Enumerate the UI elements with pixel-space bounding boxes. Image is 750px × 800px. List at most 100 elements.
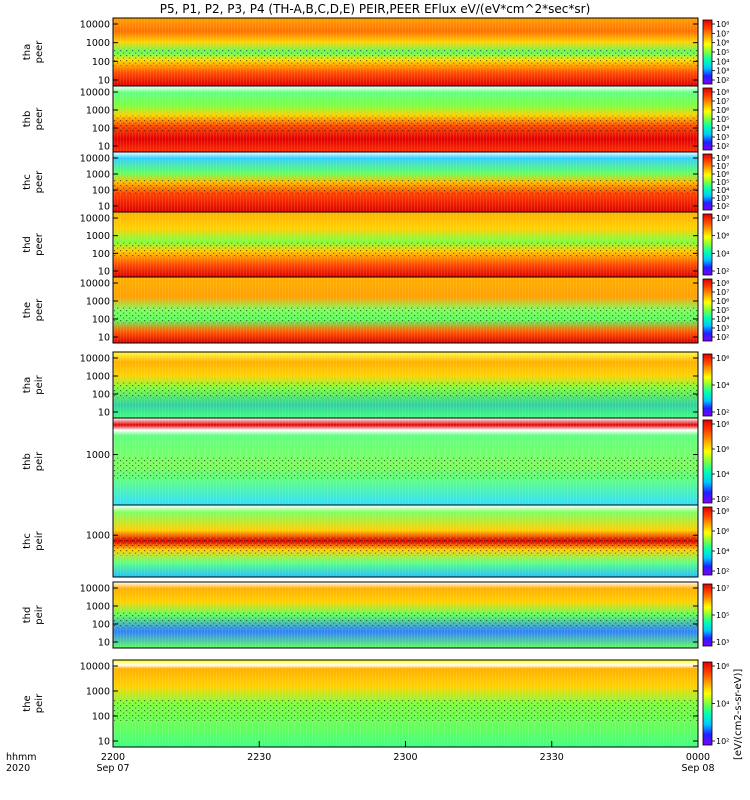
panel-probe-label: thb: [22, 453, 33, 470]
y-tick-label: 10000: [80, 154, 110, 165]
colorbar-tick-label: 10⁴: [716, 186, 729, 195]
panel-probe-label: thd: [22, 607, 33, 624]
x-axis-row-label: hhmm: [6, 752, 37, 763]
colorbar-tick-label: 10⁴: [716, 124, 729, 133]
colorbar-tick-label: 10²: [716, 333, 729, 342]
y-tick-label: 1000: [86, 450, 110, 461]
panel-probe-label: tha: [22, 377, 33, 393]
y-tick-label: 10000: [80, 214, 110, 225]
panel-frame: [112, 581, 699, 649]
colorbar-tick-label: 10⁶: [716, 170, 729, 179]
colorbar-tick-label: 10²: [716, 737, 729, 746]
panel-the-peir: 10000 1000 100 10 the peir 10⁶ 10⁴ 10²: [22, 659, 729, 748]
colorbar-tick-label: 10⁵: [716, 306, 729, 315]
y-tick-label: 10000: [80, 354, 110, 365]
y-tick-label: 1000: [86, 531, 110, 542]
panel-thd-peir: 10000 1000 100 10 thd peir 10⁷ 10⁵ 10³: [22, 581, 729, 649]
y-tick-label: 10: [98, 638, 110, 649]
speckle-band: [113, 48, 698, 66]
y-tick-label: 100: [92, 620, 110, 631]
panel-tha-peer: 10000 1000 100 10 tha peer 10⁸10⁷10⁶10⁵10⁴10³1…: [22, 17, 729, 87]
colorbar-tick-label: 10⁷: [716, 584, 729, 593]
y-tick-label: 100: [92, 315, 110, 326]
panel-tha-peir: 10000 1000 100 10 tha peir 10⁶ 10⁴ 10²: [22, 351, 729, 419]
colorbar-tick-label: 10³: [716, 638, 729, 647]
panel-kind-label: peer: [34, 170, 45, 194]
x-tick-label: 2200: [101, 752, 125, 763]
y-tick-label: 1000: [86, 602, 110, 613]
colorbar: [702, 583, 713, 647]
colorbar-tick-label: 10⁶: [716, 106, 729, 115]
colorbar-tick-label: 10³: [716, 324, 729, 333]
colorbar-tick-label: 10²: [716, 408, 729, 417]
y-tick-label: 10: [98, 202, 110, 213]
colorbar-tick-label: 10⁶: [716, 354, 729, 363]
colorbar-tick-label: 10³: [716, 67, 729, 76]
colorbar-tick-label: 10⁵: [716, 115, 729, 124]
y-tick-label: 10: [98, 737, 110, 748]
colorbar-tick-label: 10⁷: [716, 162, 729, 171]
panel-frame: [112, 504, 699, 578]
panel-kind-label: peer: [34, 40, 45, 64]
colorbar: [702, 419, 713, 504]
y-tick-label: 10: [98, 76, 110, 87]
colorbar-tick-label: 10³: [716, 194, 729, 203]
colorbar-tick-label: 10⁸: [716, 214, 729, 223]
colorbar-tick-label: 10⁷: [716, 97, 729, 106]
panel-kind-label: peir: [34, 451, 45, 471]
y-tick-label: 10: [98, 267, 110, 278]
colorbar-tick-label: 10⁴: [716, 470, 729, 479]
colorbar-tick-label: 10⁶: [716, 527, 729, 536]
y-tick-label: 10000: [80, 584, 110, 595]
panel-kind-label: peer: [34, 107, 45, 131]
speckle-band: [113, 381, 698, 399]
panel-probe-label: tha: [22, 44, 33, 60]
colorbar: [702, 353, 713, 417]
y-tick-label: 1000: [86, 38, 110, 49]
colorbar-tick-label: 10⁶: [716, 297, 729, 306]
y-tick-label: 100: [92, 390, 110, 401]
colorbar-tick-label: 10⁴: [716, 381, 729, 390]
y-tick-label: 100: [92, 124, 110, 135]
colorbar: [702, 153, 713, 211]
panel-kind-label: peir: [34, 604, 45, 624]
colorbar-unit-label: [eV/(cm2-s-sr-eV)]: [733, 669, 744, 760]
colorbar-tick-label: 10⁸: [716, 88, 729, 97]
x-tick-label: 2300: [393, 752, 417, 763]
colorbar-tick-label: 10⁶: [716, 662, 729, 671]
colorbar-tick-label: 10⁵: [716, 611, 729, 620]
panel-kind-label: peir: [34, 374, 45, 394]
panel-kind-label: peer: [34, 298, 45, 322]
colorbar-tick-label: 10²: [716, 142, 729, 151]
panel-probe-label: thb: [22, 111, 33, 128]
y-tick-label: 10: [98, 333, 110, 344]
colorbar-tick-label: 10²: [716, 202, 729, 211]
colorbar-tick-label: 10²: [716, 495, 729, 504]
x-tick-label: 2230: [247, 752, 271, 763]
y-tick-label: 10000: [80, 662, 110, 673]
y-tick-label: 100: [92, 57, 110, 68]
panel-probe-label: the: [22, 302, 33, 318]
x-tick-label: 2330: [540, 752, 564, 763]
panel-thc-peir: 1000 thc peir 10⁸ 10⁶ 10⁴ 10²: [22, 504, 729, 578]
colorbar: [702, 213, 713, 276]
x-tick-date-label: Sep 08: [681, 763, 714, 774]
colorbar-tick-label: 10⁸: [716, 20, 729, 29]
colorbar-tick-label: 10²: [716, 76, 729, 85]
y-tick-label: 1000: [86, 106, 110, 117]
panel-kind-label: peer: [34, 232, 45, 256]
colorbar-tick-label: 10²: [716, 567, 729, 576]
colorbar-tick-label: 10⁵: [716, 48, 729, 57]
figure-title: P5, P1, P2, P3, P4 (TH-A,B,C,D,E) PEIR,P…: [160, 2, 591, 16]
panel-probe-label: thd: [22, 236, 33, 253]
y-tick-label: 1000: [86, 297, 110, 308]
speckle-band: [113, 179, 698, 194]
colorbar-tick-label: 10⁴: [716, 249, 729, 258]
speckle-band: [113, 306, 698, 324]
y-tick-label: 100: [92, 249, 110, 260]
panel-probe-label: the: [22, 695, 33, 711]
panel-thb-peer: 10000 1000 100 10 thb peer 10⁸10⁷10⁶10⁵10⁴10³1…: [22, 85, 729, 153]
